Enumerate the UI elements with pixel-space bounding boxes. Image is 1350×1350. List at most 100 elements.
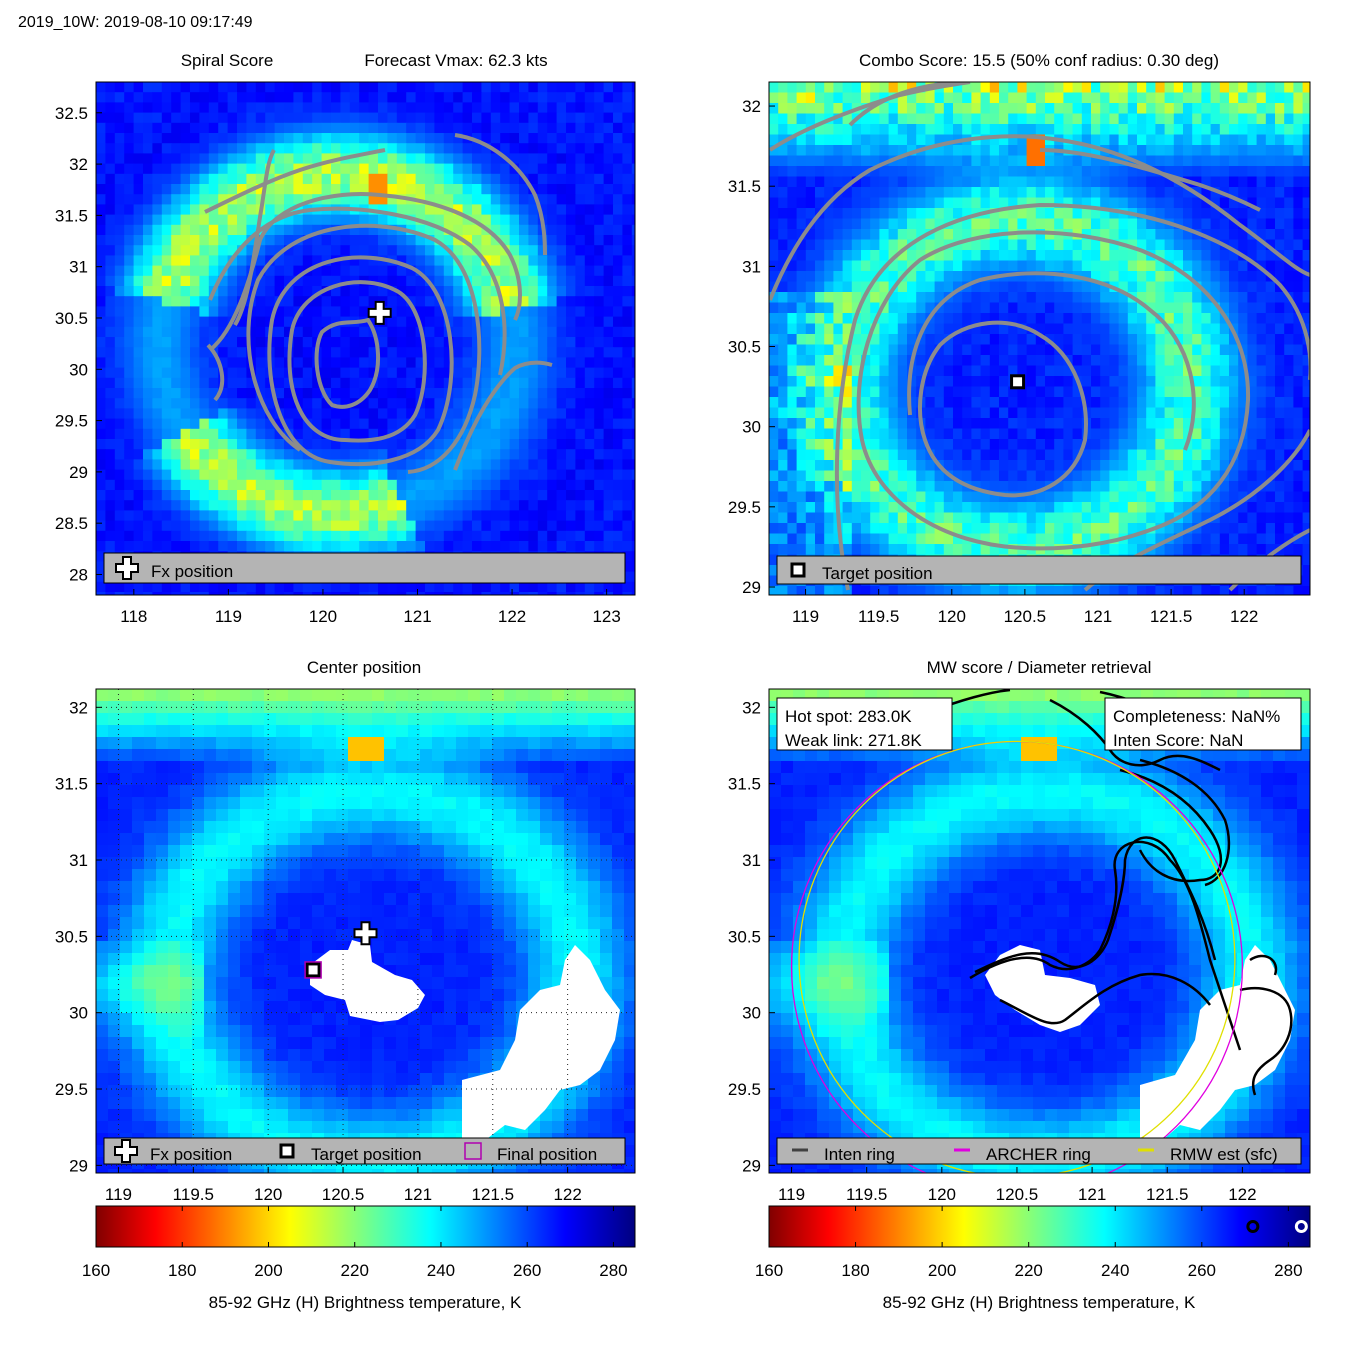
heat-cell bbox=[143, 214, 153, 226]
heat-cell bbox=[434, 214, 445, 226]
heat-cell bbox=[274, 367, 285, 379]
heat-cell bbox=[246, 194, 257, 205]
heat-cell bbox=[274, 439, 285, 450]
heat-cell bbox=[462, 510, 473, 522]
heat-cell bbox=[1008, 134, 1018, 146]
heat-cell bbox=[796, 418, 807, 430]
heat-cell bbox=[556, 224, 567, 236]
heat-cell bbox=[1063, 365, 1074, 377]
heat-cell bbox=[1091, 145, 1101, 157]
heat-cell bbox=[575, 541, 586, 552]
heat-cell bbox=[528, 520, 539, 532]
heat-cell bbox=[1081, 113, 1092, 125]
heat-cell bbox=[1275, 302, 1285, 314]
spiral-markers bbox=[367, 300, 392, 325]
heat-cell bbox=[1127, 176, 1138, 188]
heat-cell bbox=[293, 112, 304, 124]
heat-cell bbox=[453, 112, 464, 124]
heat-cell bbox=[293, 245, 304, 256]
heat-cell bbox=[387, 398, 398, 409]
heat-cell bbox=[953, 323, 963, 335]
heat-cell bbox=[613, 388, 623, 399]
heat-cell bbox=[349, 82, 360, 93]
heat-cell bbox=[851, 124, 862, 136]
heat-cell bbox=[321, 153, 332, 165]
heat-cell bbox=[387, 367, 398, 379]
heat-cell bbox=[293, 367, 304, 379]
heat-cell bbox=[161, 500, 172, 511]
heat-cell bbox=[312, 296, 323, 307]
heat-cell bbox=[528, 286, 539, 297]
heat-cell bbox=[1146, 397, 1156, 409]
heat-cell bbox=[133, 194, 144, 205]
heat-cell bbox=[888, 292, 899, 304]
heat-cell bbox=[1063, 113, 1074, 125]
heat-cell bbox=[96, 571, 106, 583]
heat-cell bbox=[453, 173, 464, 185]
heat-cell bbox=[378, 265, 388, 277]
heat-cell bbox=[472, 224, 482, 236]
heat-cell bbox=[943, 176, 954, 188]
heat-cell bbox=[1054, 397, 1064, 409]
heat-cell bbox=[566, 479, 576, 491]
heat-cell bbox=[1109, 313, 1120, 325]
heat-cell bbox=[528, 541, 539, 552]
heat-cell bbox=[631, 224, 635, 236]
heat-cell bbox=[387, 112, 398, 124]
heat-cell bbox=[1063, 260, 1074, 272]
heat-cell bbox=[1008, 428, 1018, 440]
heat-cell bbox=[622, 173, 633, 185]
heat-cell bbox=[265, 122, 276, 134]
heat-cell bbox=[453, 490, 464, 501]
heat-cell bbox=[851, 92, 862, 104]
y-tick-label: 30.5 bbox=[55, 309, 88, 328]
heat-cell bbox=[509, 388, 520, 399]
heat-cell bbox=[462, 530, 473, 542]
heat-cell bbox=[293, 275, 304, 287]
heat-cell bbox=[368, 357, 379, 369]
heat-cell bbox=[284, 541, 294, 552]
heat-cell bbox=[105, 592, 116, 595]
heat-cell bbox=[199, 112, 210, 124]
heat-cell bbox=[1026, 166, 1037, 178]
heat-cell bbox=[105, 173, 116, 185]
heat-cell bbox=[265, 92, 276, 103]
heat-cell bbox=[199, 153, 210, 165]
heat-cell bbox=[778, 250, 788, 262]
heat-cell bbox=[1146, 92, 1156, 104]
heat-cell bbox=[1035, 344, 1046, 356]
heat-cell bbox=[152, 592, 163, 595]
heat-cell bbox=[815, 260, 825, 272]
heat-cell bbox=[312, 224, 323, 236]
heat-cell bbox=[387, 510, 398, 522]
heat-cell bbox=[622, 326, 633, 338]
heat-cell bbox=[105, 143, 116, 154]
heat-cell bbox=[519, 459, 529, 471]
heat-cell bbox=[916, 281, 926, 293]
heat-cell bbox=[114, 275, 125, 287]
heat-cell bbox=[962, 187, 972, 199]
heat-cell bbox=[1137, 134, 1147, 146]
heat-cell bbox=[218, 500, 229, 511]
heat-cell bbox=[528, 214, 539, 226]
heat-cell bbox=[443, 306, 454, 318]
heat-cell bbox=[161, 337, 172, 348]
heat-cell bbox=[1026, 124, 1037, 136]
heat-cell bbox=[916, 302, 926, 314]
heat-cell bbox=[1302, 218, 1310, 230]
heat-cell bbox=[1302, 407, 1310, 419]
heat-cell bbox=[462, 326, 473, 338]
heat-cell bbox=[861, 239, 871, 251]
heat-cell bbox=[778, 271, 788, 283]
heat-cell bbox=[1054, 113, 1064, 125]
heat-cell bbox=[1008, 365, 1018, 377]
heat-cell bbox=[500, 459, 511, 471]
heat-cell bbox=[870, 386, 880, 398]
heat-cell bbox=[349, 449, 360, 460]
heat-cell bbox=[1247, 197, 1258, 209]
heat-cell bbox=[631, 418, 635, 430]
heat-cell bbox=[1118, 323, 1129, 335]
heat-cell bbox=[331, 357, 341, 369]
heat-cell bbox=[340, 163, 351, 175]
heat-cell bbox=[161, 82, 172, 93]
